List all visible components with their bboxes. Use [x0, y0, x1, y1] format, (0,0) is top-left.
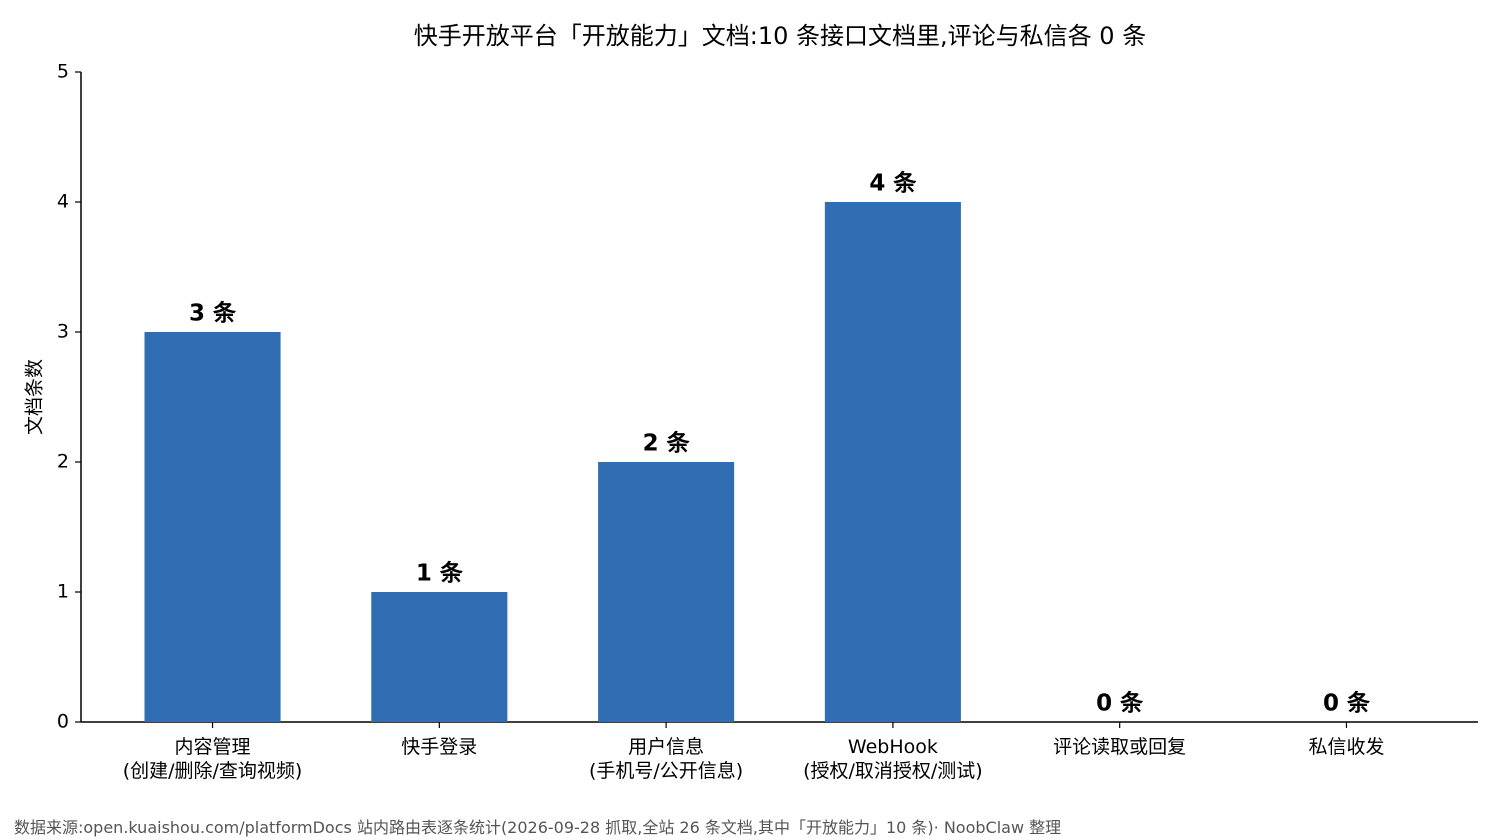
value-label: 1 条	[416, 560, 463, 587]
source-note: 数据来源:open.kuaishou.com/platformDocs 站内路由…	[14, 818, 1062, 837]
x-tick-label: 私信收发	[1308, 736, 1385, 758]
value-label: 4 条	[869, 170, 916, 197]
bar	[371, 592, 508, 722]
y-axis-label: 文档条数	[24, 359, 46, 435]
x-tick-label: 评论读取或回复	[1053, 736, 1187, 758]
y-tick-label: 4	[57, 191, 69, 213]
chart-title: 快手开放平台「开放能力」文档:10 条接口文档里,评论与私信各 0 条	[414, 22, 1146, 50]
x-tick-label: WebHook (授权/取消授权/测试)	[803, 736, 983, 782]
y-tick-label: 1	[57, 581, 69, 603]
bar	[824, 202, 961, 722]
x-tick-label: 内容管理 (创建/删除/查询视频)	[122, 736, 303, 782]
bar	[598, 462, 735, 722]
value-label: 0 条	[1323, 690, 1370, 717]
y-tick-label: 0	[57, 711, 69, 733]
bar	[144, 332, 281, 722]
x-tick-label: 快手登录	[401, 736, 478, 758]
x-tick-label: 用户信息 (手机号/公开信息)	[588, 736, 744, 782]
value-label: 2 条	[643, 430, 690, 457]
value-label: 0 条	[1096, 690, 1143, 717]
y-tick-label: 3	[57, 321, 69, 343]
y-tick-label: 2	[57, 451, 69, 473]
y-tick-label: 5	[57, 61, 69, 83]
value-label: 3 条	[189, 300, 236, 327]
